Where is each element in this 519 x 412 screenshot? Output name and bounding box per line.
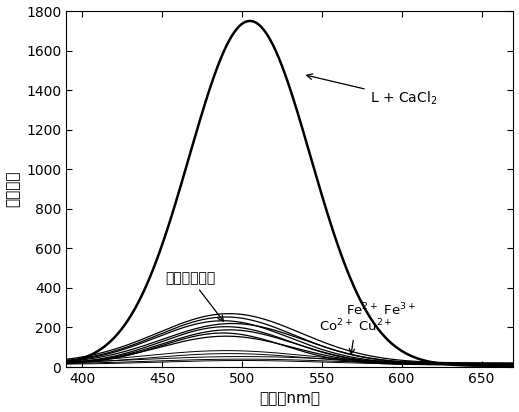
Y-axis label: 荧光强度: 荧光强度 <box>6 171 21 207</box>
Text: L + CaCl$_2$: L + CaCl$_2$ <box>307 74 437 107</box>
X-axis label: 波长（nm）: 波长（nm） <box>260 391 320 407</box>
Text: Fe$^{2+}$ Fe$^{3+}$: Fe$^{2+}$ Fe$^{3+}$ <box>346 301 416 318</box>
Text: 其它金属离子: 其它金属离子 <box>165 271 223 321</box>
Text: Co$^{2+}$ Cu$^{2+}$: Co$^{2+}$ Cu$^{2+}$ <box>319 318 392 354</box>
